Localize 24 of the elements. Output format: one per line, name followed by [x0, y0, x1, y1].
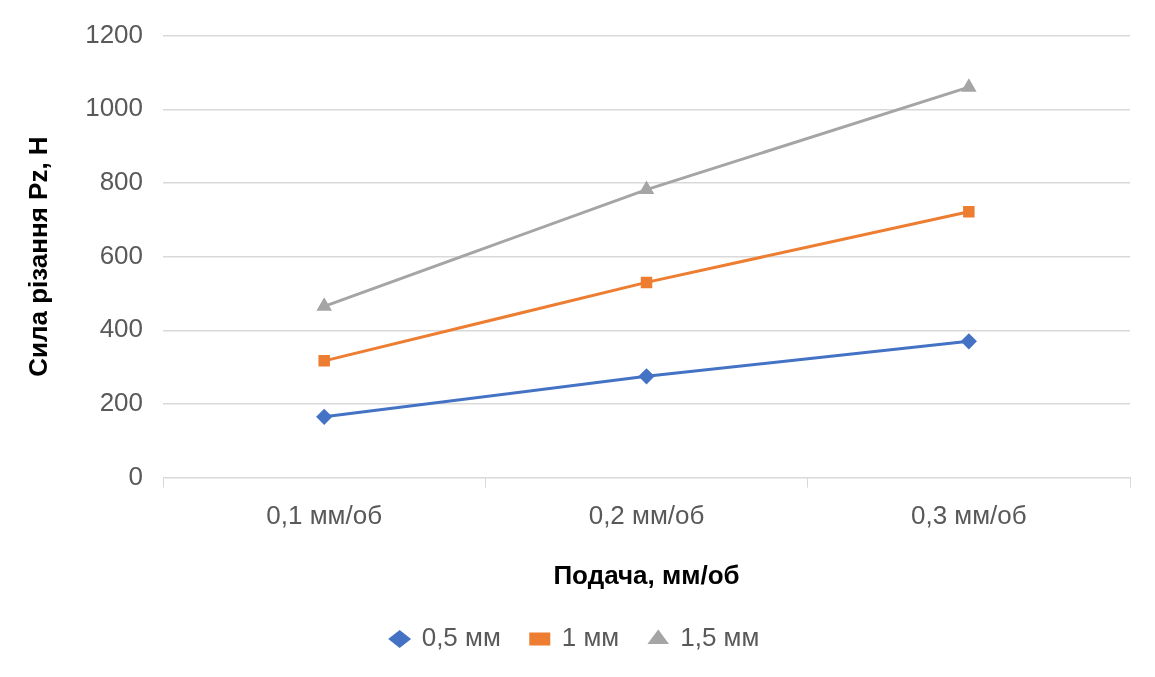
- point: [318, 355, 330, 367]
- y-tick-label: 600: [99, 239, 144, 270]
- point: [962, 79, 976, 92]
- legend-label: 1 мм: [561, 622, 620, 653]
- y-tick-label: 200: [99, 387, 144, 418]
- point: [961, 333, 977, 349]
- legend-label: 0,5 мм: [421, 622, 501, 653]
- x-axis-title: Подача, мм/об: [553, 559, 740, 590]
- point: [639, 182, 654, 195]
- x-tick-label: 0,1 мм/об: [266, 500, 383, 531]
- y-tick-label: 1000: [85, 92, 144, 123]
- point: [963, 205, 975, 218]
- x-tick-label: 0,2 мм/об: [588, 500, 705, 531]
- point: [639, 368, 655, 384]
- point: [316, 409, 332, 425]
- y-axis-title: Сила різання Pz, Н: [22, 136, 53, 377]
- point: [317, 298, 331, 311]
- x-tick-label: 0,3 мм/об: [910, 500, 1027, 531]
- y-tick-label: 800: [99, 166, 144, 197]
- point: [640, 276, 653, 289]
- legend-label: 1,5 мм: [680, 622, 760, 653]
- y-tick-label: 0: [128, 460, 144, 491]
- y-tick-label: 400: [99, 313, 144, 344]
- y-tick-label: 1200: [85, 18, 144, 49]
